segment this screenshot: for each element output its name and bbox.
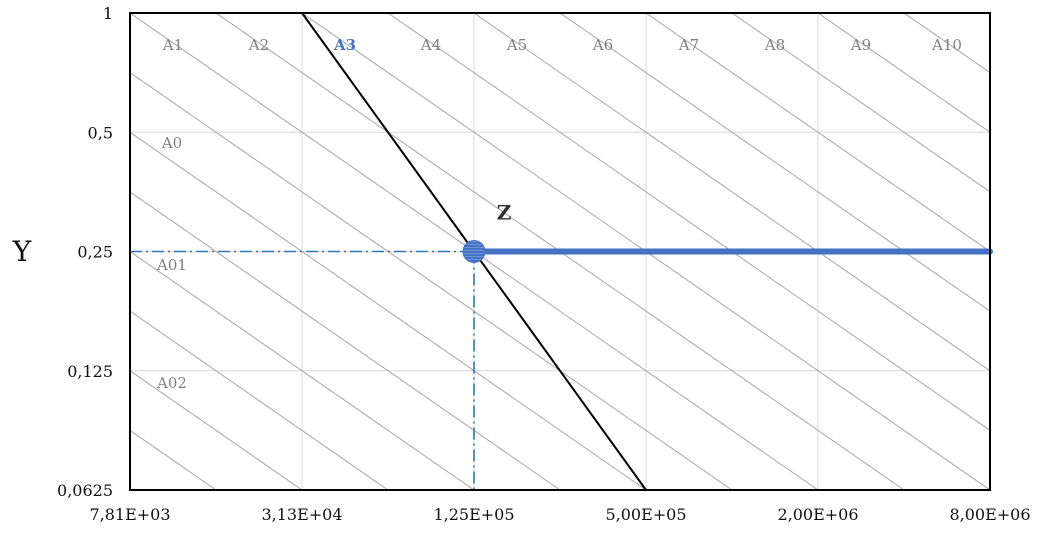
band-label-A2: A2 xyxy=(248,36,269,54)
band-label-A1: A1 xyxy=(162,36,183,54)
band-label-A01: A01 xyxy=(156,256,187,274)
y-tick-label-4: 1 xyxy=(103,4,113,23)
guide-lines xyxy=(130,250,475,490)
band-line--3 xyxy=(130,191,561,490)
band-line--5 xyxy=(130,310,389,490)
band-line--6 xyxy=(130,370,303,490)
band-label-A5: A5 xyxy=(506,36,527,54)
y-tick-label-2: 0,25 xyxy=(77,243,113,262)
y-axis-label: Y xyxy=(12,235,32,268)
band-labels: A1 A2 A3 A4 A5 A6 A7 A8 A9 A10 A0 A01 A02 xyxy=(156,36,962,392)
band-label-A10: A10 xyxy=(931,36,962,54)
band-line-10 xyxy=(989,13,990,14)
annotations: Z xyxy=(462,201,512,263)
point-label-z: Z xyxy=(497,201,512,225)
y-tick-label-0: 0,0625 xyxy=(57,481,113,500)
band-line-8 xyxy=(817,13,990,133)
band-line--4 xyxy=(130,250,475,490)
band-label-A02: A02 xyxy=(156,374,187,392)
x-tick-label-2: 1,25E+05 xyxy=(433,505,514,524)
band-label-A7: A7 xyxy=(678,36,699,54)
band-line-7 xyxy=(731,13,990,193)
band-label-A9: A9 xyxy=(850,36,871,54)
tick-labels: 7,81E+03 3,13E+04 1,25E+05 5,00E+05 2,00E+06… xyxy=(57,4,1031,524)
x-tick-label-0: 7,81E+03 xyxy=(89,505,170,524)
y-tick-label-3: 0,5 xyxy=(88,123,113,142)
band-label-A8: A8 xyxy=(764,36,785,54)
x-tick-label-5: 8,00E+06 xyxy=(949,505,1030,524)
x-tick-label-3: 5,00E+05 xyxy=(605,505,686,524)
x-tick-label-4: 2,00E+06 xyxy=(777,505,858,524)
point-marker-z xyxy=(462,240,486,263)
band-line-6 xyxy=(645,13,990,253)
band-label-A3: A3 xyxy=(333,36,356,54)
plot-frame xyxy=(129,12,991,491)
band-label-A4: A4 xyxy=(420,36,441,54)
band-label-A6: A6 xyxy=(592,36,613,54)
y-tick-label-1: 0,125 xyxy=(67,362,113,381)
band-label-A0: A0 xyxy=(161,134,182,152)
x-tick-label-1: 3,13E+04 xyxy=(261,505,342,524)
